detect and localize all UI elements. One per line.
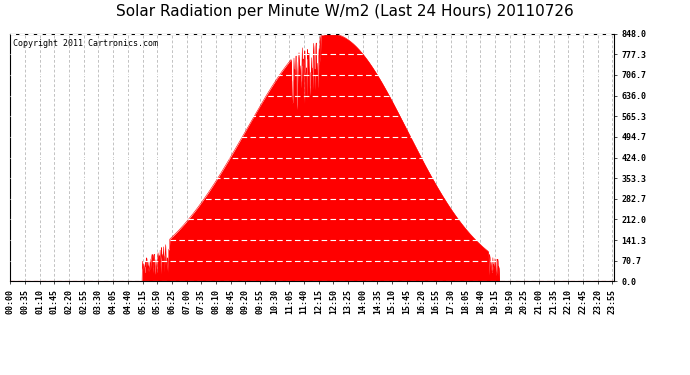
Text: Copyright 2011 Cartronics.com: Copyright 2011 Cartronics.com [13, 39, 159, 48]
Text: Solar Radiation per Minute W/m2 (Last 24 Hours) 20110726: Solar Radiation per Minute W/m2 (Last 24… [116, 4, 574, 19]
